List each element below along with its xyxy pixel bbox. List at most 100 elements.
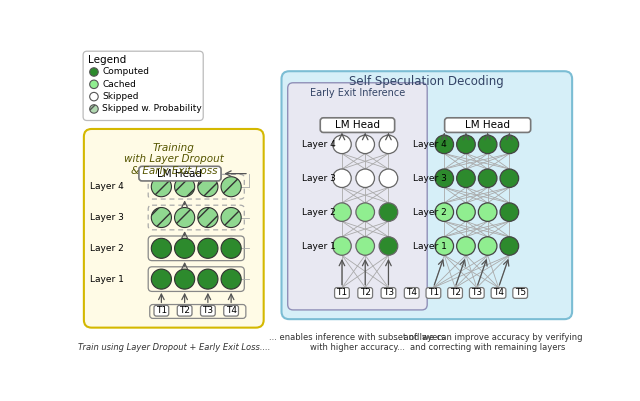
- Circle shape: [90, 92, 98, 101]
- Circle shape: [379, 135, 397, 154]
- Circle shape: [500, 203, 518, 221]
- Text: Layer 1: Layer 1: [413, 241, 447, 251]
- Text: T1: T1: [156, 306, 167, 315]
- FancyBboxPatch shape: [200, 305, 215, 316]
- Text: T3: T3: [471, 288, 483, 298]
- Text: Layer 3: Layer 3: [413, 174, 447, 183]
- Circle shape: [457, 203, 476, 221]
- FancyBboxPatch shape: [282, 71, 572, 319]
- Circle shape: [333, 203, 351, 221]
- Text: Skipped: Skipped: [102, 92, 139, 101]
- Circle shape: [457, 169, 476, 188]
- Circle shape: [221, 177, 241, 197]
- FancyBboxPatch shape: [513, 288, 527, 298]
- Circle shape: [90, 68, 98, 76]
- Text: Training
with Layer Dropout
& Early Exit Loss: Training with Layer Dropout & Early Exit…: [124, 143, 224, 176]
- Circle shape: [478, 203, 497, 221]
- FancyBboxPatch shape: [154, 305, 169, 316]
- Text: Layer 4: Layer 4: [301, 140, 335, 149]
- Text: T2: T2: [450, 288, 461, 298]
- Circle shape: [175, 177, 195, 197]
- Text: Skipped w. Probability: Skipped w. Probability: [102, 104, 202, 113]
- Text: Layer 4: Layer 4: [90, 182, 124, 191]
- Circle shape: [356, 169, 374, 188]
- Circle shape: [198, 207, 218, 227]
- Circle shape: [175, 207, 195, 227]
- Circle shape: [435, 237, 454, 255]
- Circle shape: [198, 269, 218, 289]
- Circle shape: [379, 203, 397, 221]
- Circle shape: [151, 207, 172, 227]
- FancyBboxPatch shape: [381, 288, 396, 298]
- Circle shape: [333, 135, 351, 154]
- Circle shape: [478, 237, 497, 255]
- Circle shape: [500, 169, 518, 188]
- Text: Self Speculation Decoding: Self Speculation Decoding: [349, 75, 504, 89]
- Circle shape: [435, 135, 454, 154]
- Text: Layer 4: Layer 4: [413, 140, 447, 149]
- Circle shape: [151, 177, 172, 197]
- Circle shape: [175, 238, 195, 258]
- Circle shape: [457, 237, 476, 255]
- Text: Early Exit Inference: Early Exit Inference: [310, 88, 405, 98]
- FancyBboxPatch shape: [139, 166, 221, 181]
- Circle shape: [356, 237, 374, 255]
- Circle shape: [478, 135, 497, 154]
- Text: T5: T5: [515, 288, 526, 298]
- FancyBboxPatch shape: [445, 118, 531, 132]
- FancyBboxPatch shape: [404, 288, 419, 298]
- Text: Cached: Cached: [102, 80, 136, 89]
- Text: Train using Layer Dropout + Early Exit Loss....: Train using Layer Dropout + Early Exit L…: [77, 343, 270, 352]
- Text: Layer 3: Layer 3: [90, 213, 124, 222]
- FancyBboxPatch shape: [358, 288, 372, 298]
- Circle shape: [151, 238, 172, 258]
- Text: Layer 2: Layer 2: [413, 208, 447, 217]
- Circle shape: [435, 169, 454, 188]
- Text: Layer 2: Layer 2: [90, 244, 124, 253]
- Circle shape: [221, 269, 241, 289]
- Circle shape: [151, 269, 172, 289]
- Text: Layer 1: Layer 1: [301, 241, 335, 251]
- Text: T2: T2: [360, 288, 371, 298]
- Circle shape: [379, 237, 397, 255]
- Text: Computed: Computed: [102, 67, 150, 77]
- FancyBboxPatch shape: [426, 288, 441, 298]
- Text: LM Head: LM Head: [157, 169, 202, 178]
- Circle shape: [90, 80, 98, 89]
- FancyBboxPatch shape: [83, 51, 204, 120]
- Text: T3: T3: [202, 306, 213, 315]
- Circle shape: [198, 177, 218, 197]
- Circle shape: [500, 135, 518, 154]
- Text: ... enables inference with subset of layers
with higher accuracy...: ... enables inference with subset of lay…: [269, 333, 445, 352]
- Circle shape: [478, 169, 497, 188]
- Text: T3: T3: [383, 288, 394, 298]
- Text: Layer 2: Layer 2: [301, 208, 335, 217]
- Circle shape: [500, 237, 518, 255]
- FancyBboxPatch shape: [288, 83, 428, 310]
- Circle shape: [175, 269, 195, 289]
- FancyBboxPatch shape: [335, 288, 349, 298]
- FancyBboxPatch shape: [491, 288, 506, 298]
- Circle shape: [457, 135, 476, 154]
- FancyBboxPatch shape: [320, 118, 395, 132]
- Circle shape: [90, 105, 98, 113]
- Text: Layer 3: Layer 3: [301, 174, 335, 183]
- Text: T1: T1: [428, 288, 439, 298]
- Text: T4: T4: [226, 306, 237, 315]
- FancyBboxPatch shape: [224, 305, 239, 316]
- Circle shape: [333, 169, 351, 188]
- Circle shape: [333, 237, 351, 255]
- Text: Legend: Legend: [88, 55, 126, 65]
- Text: ... and we can improve accuracy by verifying
and correcting with remaining layer: ... and we can improve accuracy by verif…: [393, 333, 582, 352]
- Text: Layer 1: Layer 1: [90, 275, 124, 284]
- Circle shape: [356, 203, 374, 221]
- Circle shape: [221, 238, 241, 258]
- FancyBboxPatch shape: [469, 288, 484, 298]
- Text: T1: T1: [337, 288, 348, 298]
- Circle shape: [198, 238, 218, 258]
- FancyBboxPatch shape: [448, 288, 463, 298]
- Text: T2: T2: [179, 306, 190, 315]
- Text: LM Head: LM Head: [465, 120, 510, 130]
- Text: T4: T4: [493, 288, 504, 298]
- Text: LM Head: LM Head: [335, 120, 380, 130]
